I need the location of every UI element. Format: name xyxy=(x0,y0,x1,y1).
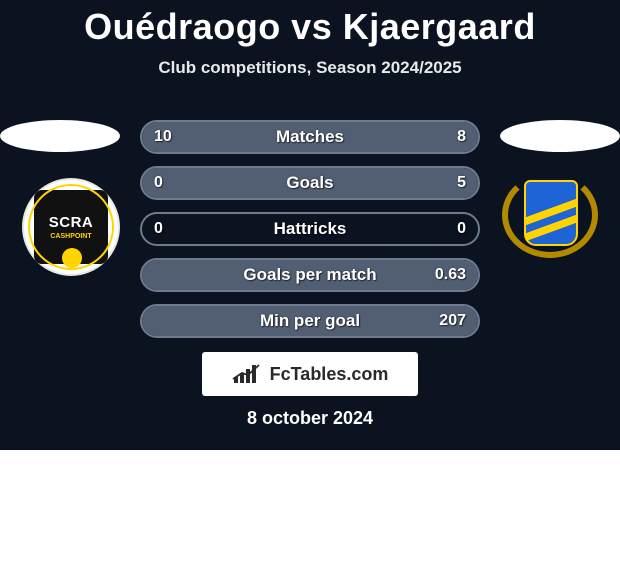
club-left-ball-icon xyxy=(62,248,82,268)
stat-row: 108Matches xyxy=(140,120,480,154)
page-subtitle: Club competitions, Season 2024/2025 xyxy=(0,58,620,78)
comparison-card: Ouédraogo vs Kjaergaard Club competition… xyxy=(0,0,620,450)
stat-label: Matches xyxy=(142,122,478,152)
stat-label: Hattricks xyxy=(142,214,478,244)
player-avatar-left xyxy=(0,120,120,152)
club-badge-right xyxy=(502,172,598,258)
club-badge-left: SCRA CASHPOINT xyxy=(22,178,120,276)
shield-icon xyxy=(524,180,578,246)
stat-label: Goals xyxy=(142,168,478,198)
stat-row: 207Min per goal xyxy=(140,304,480,338)
club-left-line2: CASHPOINT xyxy=(50,233,91,240)
brand-text: FcTables.com xyxy=(270,364,389,385)
stat-label: Min per goal xyxy=(142,306,478,336)
brand-badge: FcTables.com xyxy=(202,352,418,396)
club-left-line1: SCRA xyxy=(49,214,94,231)
stat-row: 0.63Goals per match xyxy=(140,258,480,292)
date-text: 8 october 2024 xyxy=(0,408,620,429)
player-avatar-right xyxy=(500,120,620,152)
page-title: Ouédraogo vs Kjaergaard xyxy=(0,0,620,48)
bar-chart-icon xyxy=(232,363,262,385)
stat-label: Goals per match xyxy=(142,260,478,290)
stat-row: 00Hattricks xyxy=(140,212,480,246)
stat-rows: 108Matches 05Goals 00Hattricks 0.63Goals pe… xyxy=(140,120,480,350)
stat-row: 05Goals xyxy=(140,166,480,200)
